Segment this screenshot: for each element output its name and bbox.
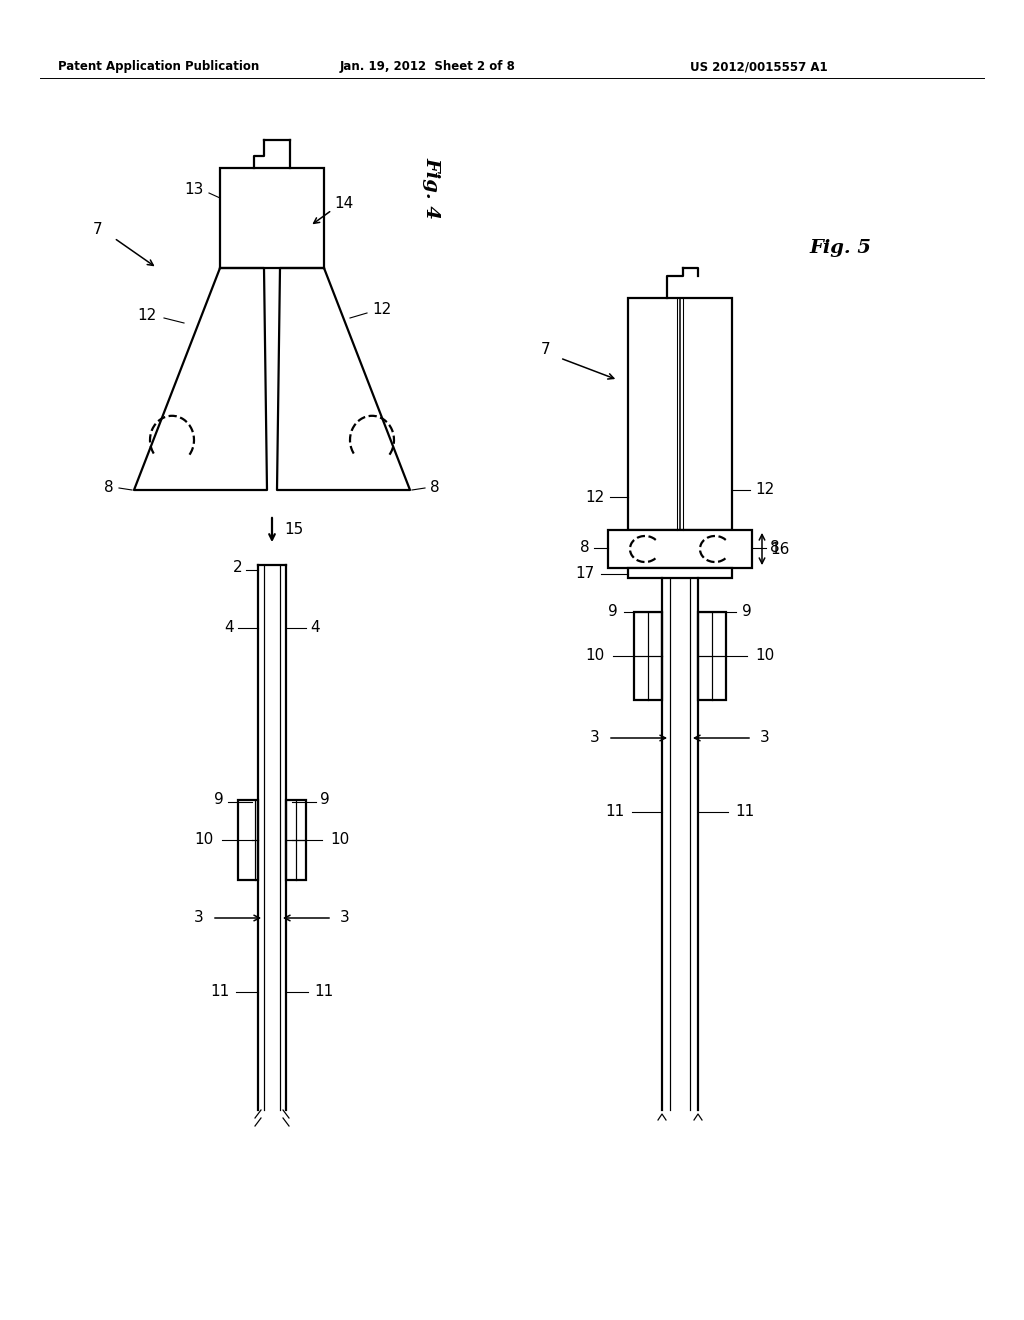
Text: 4: 4 xyxy=(310,620,319,635)
Text: 11: 11 xyxy=(314,985,333,999)
Text: 15: 15 xyxy=(284,523,303,537)
Text: US 2012/0015557 A1: US 2012/0015557 A1 xyxy=(690,59,827,73)
Bar xyxy=(608,531,752,568)
Text: 11: 11 xyxy=(606,804,625,820)
Bar xyxy=(698,612,726,700)
Text: 8: 8 xyxy=(430,480,439,495)
Text: 9: 9 xyxy=(214,792,224,808)
Text: 10: 10 xyxy=(330,833,349,847)
Text: 13: 13 xyxy=(184,182,204,198)
Text: 11: 11 xyxy=(735,804,755,820)
Text: Fig. 4: Fig. 4 xyxy=(422,157,440,219)
Bar xyxy=(286,800,306,880)
Text: 17: 17 xyxy=(575,565,595,581)
Text: 10: 10 xyxy=(755,648,774,664)
Text: 7: 7 xyxy=(92,223,102,238)
Text: 2: 2 xyxy=(232,561,242,576)
Bar xyxy=(220,168,324,268)
Text: Patent Application Publication: Patent Application Publication xyxy=(58,59,259,73)
Bar xyxy=(628,568,732,578)
Text: 14: 14 xyxy=(334,195,353,210)
Bar xyxy=(634,612,662,700)
Bar xyxy=(628,298,732,531)
Text: 4: 4 xyxy=(224,620,234,635)
Text: 8: 8 xyxy=(581,540,590,556)
Text: 3: 3 xyxy=(590,730,600,746)
Text: 3: 3 xyxy=(340,911,350,925)
Text: 12: 12 xyxy=(372,302,391,318)
Text: 9: 9 xyxy=(608,605,618,619)
Text: 12: 12 xyxy=(755,483,774,498)
Text: 8: 8 xyxy=(104,480,114,495)
Text: Fig. 5: Fig. 5 xyxy=(809,239,871,257)
Text: Jan. 19, 2012  Sheet 2 of 8: Jan. 19, 2012 Sheet 2 of 8 xyxy=(340,59,516,73)
Text: 9: 9 xyxy=(319,792,330,808)
Text: 12: 12 xyxy=(586,490,605,504)
Text: 3: 3 xyxy=(195,911,204,925)
Text: 10: 10 xyxy=(195,833,214,847)
Text: 10: 10 xyxy=(586,648,605,664)
Text: 9: 9 xyxy=(742,605,752,619)
Text: 11: 11 xyxy=(211,985,230,999)
Text: 7: 7 xyxy=(541,342,550,358)
Text: 16: 16 xyxy=(770,541,790,557)
Bar xyxy=(238,800,258,880)
Text: 8: 8 xyxy=(770,540,779,556)
Text: 12: 12 xyxy=(138,308,157,322)
Text: 3: 3 xyxy=(760,730,770,746)
